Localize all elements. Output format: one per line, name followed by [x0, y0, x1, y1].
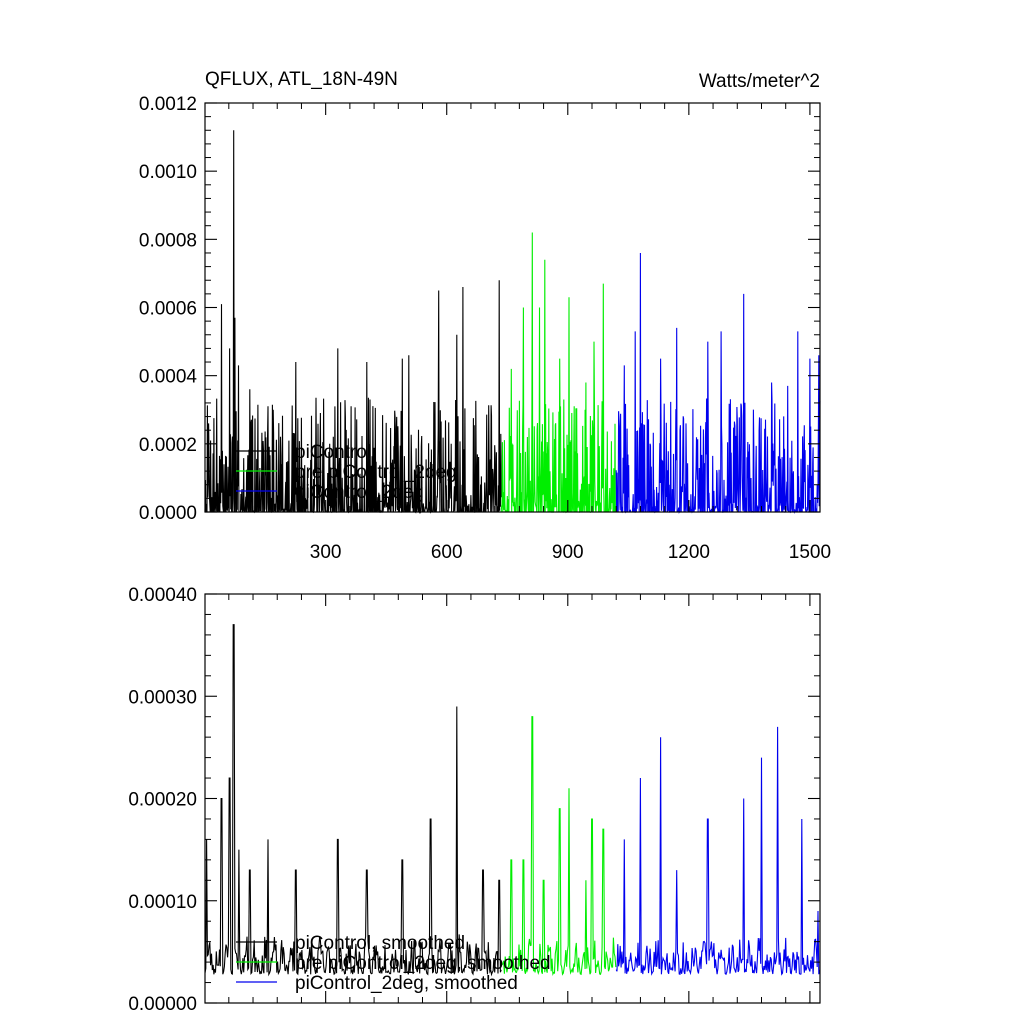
y-tick-label: 0.00030	[128, 687, 197, 708]
x-tick-label: 900	[552, 542, 584, 563]
legend-label-piControl-smoothed: piControl, smoothed	[295, 933, 465, 954]
legend-label-piControl-2deg-smoothed: piControl_2deg, smoothed	[295, 973, 518, 994]
y-tick-label: 0.0010	[139, 162, 197, 183]
series-line-pre-picontrol-2deg-smoothed	[500, 716, 617, 976]
y-tick-label: 0.00040	[128, 585, 197, 606]
y-tick-label: 0.00010	[128, 892, 197, 913]
units-label: Watts/meter^2	[699, 71, 820, 92]
x-tick-label: 300	[310, 542, 342, 563]
series-line-pre-picontrol-2deg	[500, 232, 617, 514]
y-tick-label: 0.0008	[139, 230, 197, 251]
y-tick-label: 0.0002	[139, 435, 197, 456]
smoothed-qflux-panel: piControl, smoothed pre piControl_2deg, …	[128, 585, 821, 1015]
raw-legend: piControl pre piControl_2deg piControl_2…	[236, 442, 457, 503]
y-tick-label: 0.0012	[139, 94, 197, 115]
y-tick-label: 0.0004	[139, 367, 198, 388]
series-line-picontrol-2deg	[615, 252, 821, 514]
x-tick-label: 1500	[789, 542, 831, 563]
y-tick-label: 0.0000	[139, 503, 197, 524]
series-line-picontrol-2deg-smoothed	[615, 726, 821, 976]
legend-label-piControl-2deg: piControl_2deg	[295, 482, 424, 503]
smoothed-series-layer	[204, 624, 821, 977]
y-tick-label: 0.0006	[139, 299, 197, 320]
smoothed-legend: piControl, smoothed pre piControl_2deg, …	[236, 933, 551, 994]
smoothed-axes: 0.00000 0.00010 0.00020 0.00030 0.00040	[128, 585, 821, 1015]
plot-title: QFLUX, ATL_18N-49N	[205, 69, 398, 90]
series-line-picontrol-smoothed	[204, 624, 502, 977]
legend-label-piControl: piControl	[295, 442, 371, 463]
y-tick-label: 0.00020	[128, 790, 197, 811]
legend-label-pre-piControl-2deg: pre piControl_2deg	[295, 462, 457, 483]
raw-axes: 0.0000 0.0002 0.0004 0.0006 0.0008 0.0010 0.00…	[139, 94, 831, 563]
legend-label-pre-piControl-2deg-smoothed: pre piControl_2deg, smoothed	[295, 953, 551, 974]
raw-qflux-panel: piControl pre piControl_2deg piControl_2…	[139, 94, 831, 563]
x-tick-label: 1200	[668, 542, 710, 563]
x-tick-label: 600	[431, 542, 463, 563]
y-tick-label: 0.00000	[128, 994, 197, 1015]
